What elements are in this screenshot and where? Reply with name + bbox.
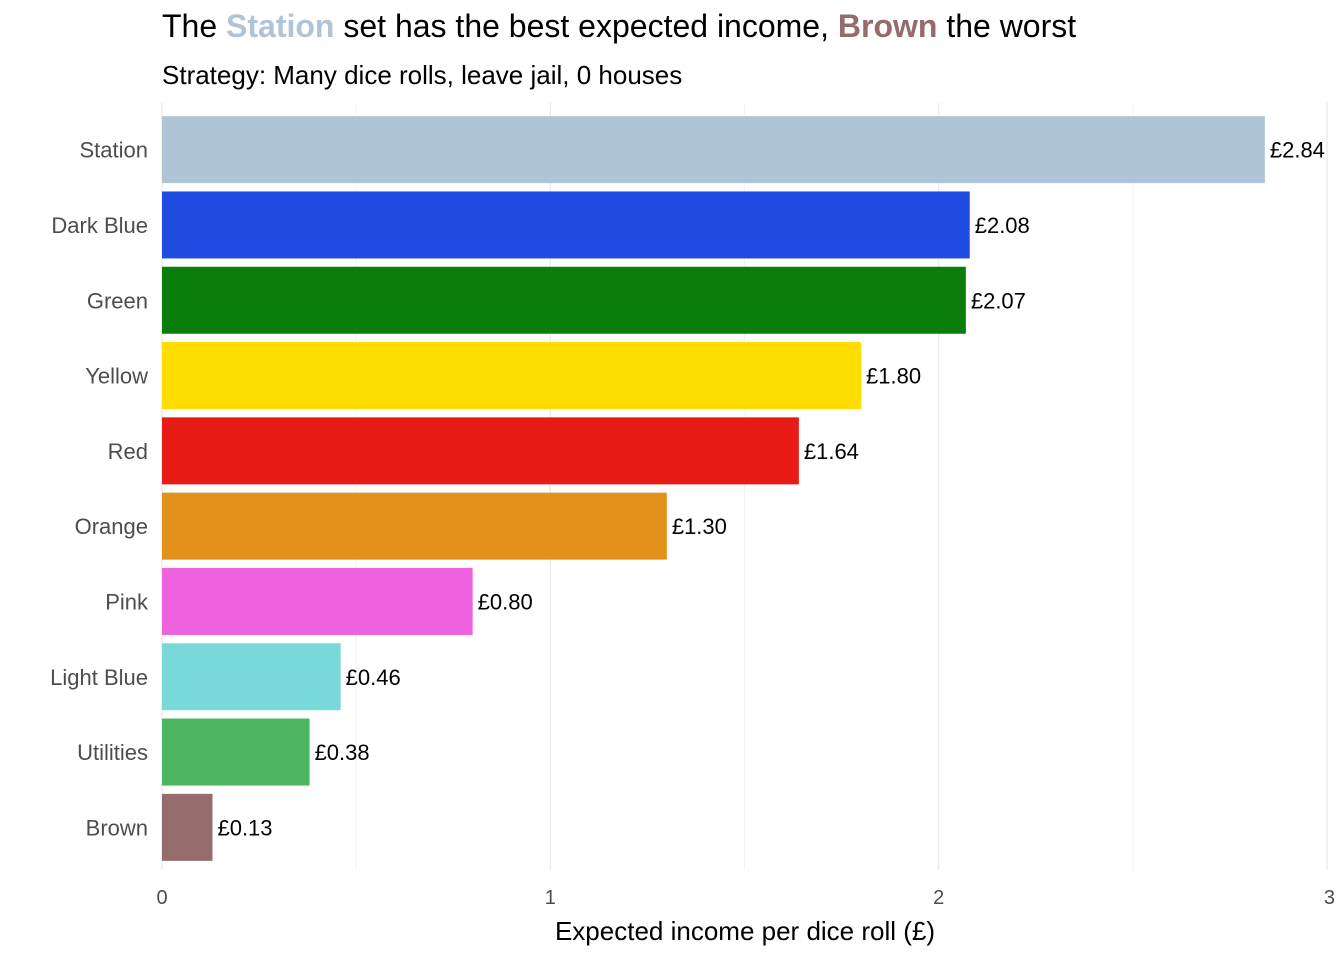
title-highlight-station: Station: [226, 8, 335, 44]
x-axis-ticks: 0 1 2 3: [156, 887, 1335, 909]
category-label: Station: [80, 138, 149, 163]
chart-title: The Station set has the best expected in…: [162, 8, 1076, 45]
bar: [162, 567, 473, 635]
data-label: £0.38: [315, 740, 370, 765]
bar: [162, 417, 799, 485]
bar: [162, 116, 1265, 184]
bar: [162, 492, 667, 560]
data-label: £0.46: [346, 665, 401, 690]
chart-subtitle: Strategy: Many dice rolls, leave jail, 0…: [162, 60, 683, 90]
data-label: £1.30: [672, 514, 727, 539]
data-label: £0.80: [478, 589, 533, 614]
value-labels: £2.84 £2.08 £2.07 £1.80 £1.64 £1.30 £0.80 £0.46…: [217, 138, 1324, 841]
data-label: £1.64: [804, 439, 859, 464]
x-tick-label: 3: [1324, 887, 1335, 909]
title-highlight-brown: Brown: [837, 8, 938, 44]
bar: [162, 793, 213, 861]
data-label: £2.84: [1270, 138, 1325, 163]
x-tick-label: 1: [545, 887, 556, 909]
category-label: Brown: [86, 815, 148, 840]
bar: [162, 643, 341, 711]
bar: [162, 718, 310, 786]
category-label: Yellow: [85, 364, 148, 389]
category-label: Utilities: [77, 740, 148, 765]
bars: [162, 116, 1265, 861]
bar: [162, 342, 861, 410]
x-tick-label: 2: [933, 887, 944, 909]
data-label: £2.07: [971, 288, 1026, 313]
title-part3: the worst: [937, 8, 1077, 44]
bar: [162, 191, 970, 259]
bar: [162, 266, 966, 334]
title-part1: The: [162, 8, 227, 44]
title-part2: set has the best expected income,: [334, 8, 838, 44]
category-label: Dark Blue: [51, 213, 148, 238]
category-label: Green: [87, 288, 148, 313]
category-label: Orange: [75, 514, 148, 539]
category-label: Pink: [105, 589, 149, 614]
category-label: Light Blue: [50, 665, 148, 690]
category-labels: Station Dark Blue Green Yellow Red Orange Pink…: [50, 138, 149, 841]
x-axis-label: Expected income per dice roll (£): [555, 916, 935, 946]
category-label: Red: [108, 439, 148, 464]
data-label: £2.08: [975, 213, 1030, 238]
x-tick-label: 0: [156, 887, 167, 909]
data-label: £0.13: [217, 815, 272, 840]
data-label: £1.80: [866, 364, 921, 389]
